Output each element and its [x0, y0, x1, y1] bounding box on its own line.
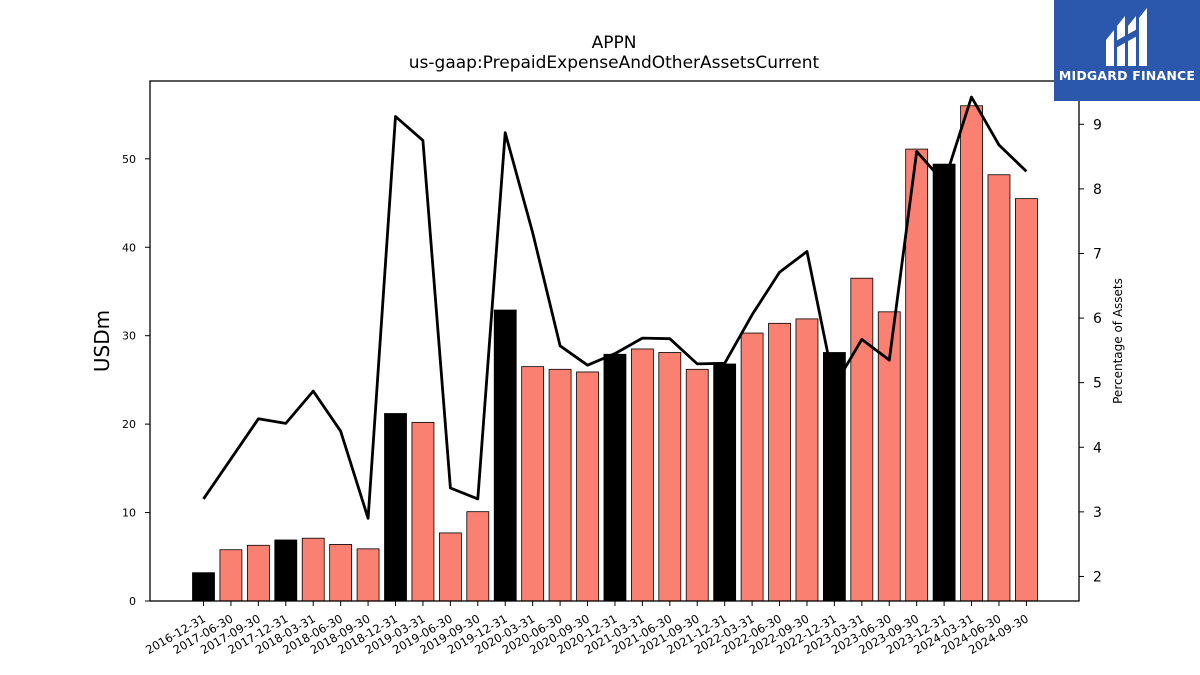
- bar-2016-12-31: [192, 572, 215, 602]
- y-tick-label: 20: [122, 418, 136, 431]
- bar-2020-12-31: [603, 353, 627, 602]
- bar-2021-12-31: [713, 363, 737, 602]
- line-layer: [202, 95, 1028, 520]
- bar-2017-12-31: [274, 539, 298, 602]
- percentage-of-assets-line: [202, 95, 1028, 520]
- y2-tick-label: 8: [1093, 182, 1102, 198]
- bar-2018-12-31: [384, 413, 407, 602]
- y2-tick-label: 9: [1093, 117, 1102, 133]
- bar-2023-03-31: [850, 277, 874, 602]
- bar-2019-12-31: [493, 309, 517, 602]
- bar-2024-06-30: [987, 174, 1011, 602]
- bar-2022-09-30: [795, 318, 819, 602]
- bar-2018-03-31: [301, 537, 325, 602]
- y2-tick-label: 2: [1093, 569, 1102, 585]
- bar-2024-09-30: [1015, 198, 1038, 602]
- y-axis-label: USDm: [90, 310, 114, 372]
- logo-text: MIDGARD FINANCE: [1058, 68, 1196, 83]
- y-tick-label: 10: [122, 507, 136, 520]
- y2-tick-label: 4: [1093, 440, 1102, 456]
- bar-2017-06-30: [219, 549, 243, 602]
- bar-2018-06-30: [329, 544, 353, 602]
- bar-2024-03-31: [960, 105, 983, 602]
- bar-2021-06-30: [658, 352, 682, 602]
- bar-2020-03-31: [521, 366, 545, 602]
- bar-2023-12-31: [932, 163, 956, 602]
- y2-tick-label: 7: [1093, 246, 1102, 262]
- bar-2022-12-31: [822, 352, 846, 602]
- bar-2022-03-31: [740, 332, 764, 602]
- y-axis-right: 2 3 4 5 6 7 8 9: [1079, 117, 1102, 585]
- bar-2019-06-30: [438, 532, 462, 602]
- bar-2019-03-31: [411, 421, 435, 602]
- bar-2017-09-30: [246, 544, 270, 602]
- y-axis-left: 0 10 20 30 40 50: [122, 153, 150, 608]
- chart-title: APPN: [592, 33, 637, 53]
- y-tick-label: 0: [129, 595, 136, 608]
- y-tick-label: 50: [122, 153, 136, 166]
- y2-tick-label: 3: [1093, 505, 1102, 521]
- bar-2020-09-30: [576, 371, 599, 602]
- y-tick-label: 30: [122, 330, 136, 343]
- bar-2021-03-31: [630, 348, 654, 602]
- y2-axis-label: Percentage of Assets: [1111, 278, 1125, 404]
- bars-group: [192, 105, 1038, 602]
- midgard-logo-icon: [1106, 8, 1147, 66]
- bar-2020-06-30: [548, 368, 572, 602]
- x-axis: 2016-12-312017-06-302017-09-302017-12-31…: [143, 601, 1031, 657]
- y-tick-label: 40: [122, 241, 136, 254]
- bar-2019-09-30: [466, 511, 490, 602]
- chart-subtitle: us-gaap:PrepaidExpenseAndOtherAssetsCurr…: [409, 53, 820, 73]
- bar-2018-09-30: [356, 548, 380, 602]
- brand-logo: MIDGARD FINANCE: [1054, 0, 1200, 101]
- bar-2021-09-30: [685, 368, 709, 602]
- bar-2022-06-30: [768, 322, 791, 602]
- y2-tick-label: 5: [1093, 376, 1102, 392]
- y2-tick-label: 6: [1093, 311, 1102, 327]
